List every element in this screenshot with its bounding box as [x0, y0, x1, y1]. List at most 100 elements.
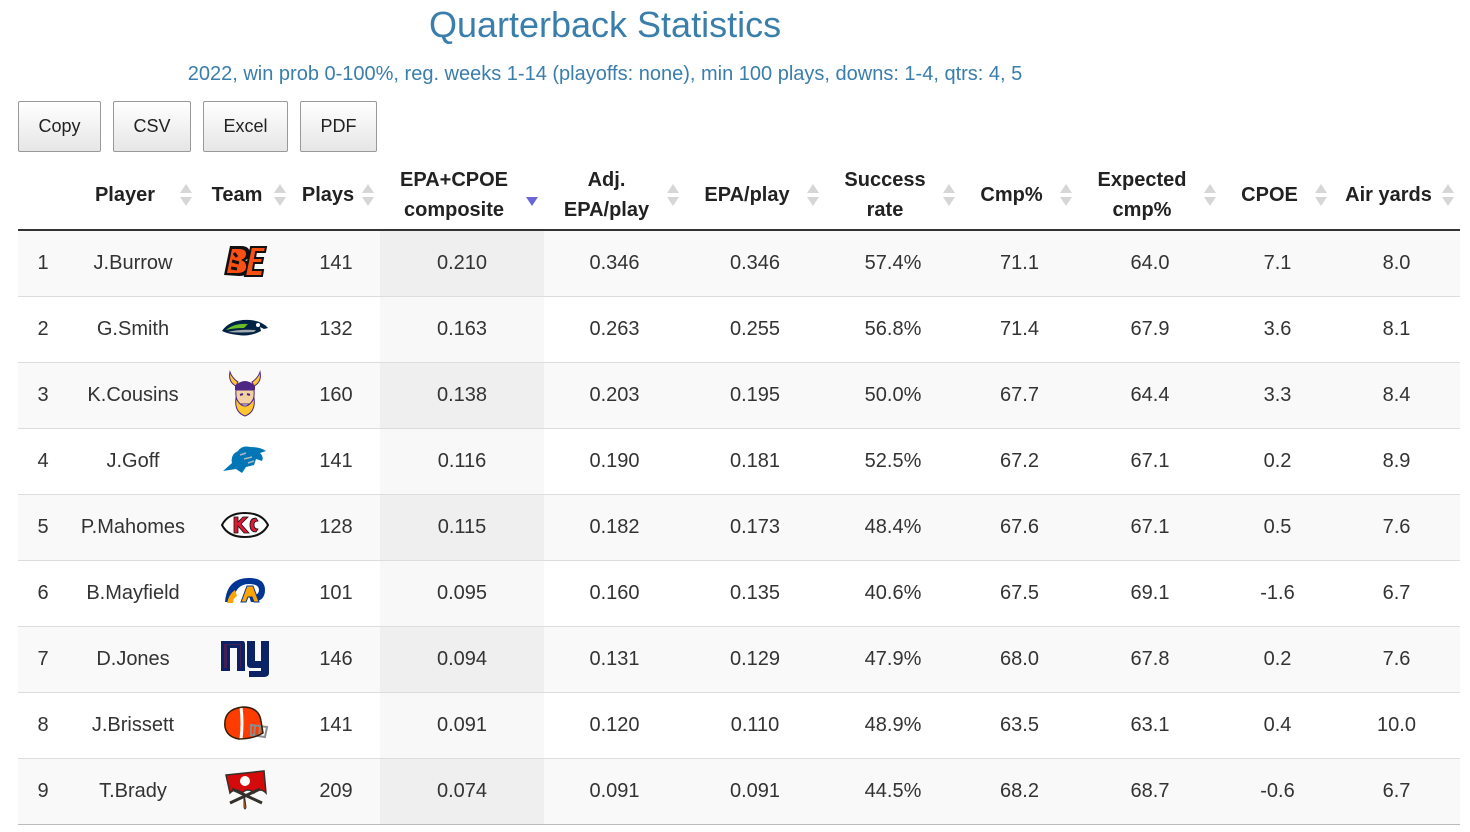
team-cell — [198, 494, 292, 561]
excel-button[interactable]: Excel — [203, 101, 288, 152]
table-row[interactable]: 6 B.Mayfield 101 0.095 0.160 0.135 40.6% 67.5 69… — [18, 560, 1460, 627]
cell-composite: 0.210 — [380, 230, 544, 297]
cell-cpoe: 0.4 — [1222, 692, 1333, 759]
table-row[interactable]: 4 J.Goff 141 0.116 0.190 0.181 52.5% 67.2 67.1 0.… — [18, 428, 1460, 495]
cell-player: J.Burrow — [68, 230, 198, 297]
pdf-button[interactable]: PDF — [300, 101, 377, 152]
cell-cmp: 68.0 — [961, 626, 1078, 693]
cell-air: 8.4 — [1333, 362, 1460, 429]
cell-plays: 132 — [292, 296, 380, 363]
qb-stats-table: Player Team Plays EPA+CPOE composite Adj… — [18, 160, 1460, 825]
table-row[interactable]: 2 G.Smith 132 0.163 0.263 0.255 56.8% 71.4 67.9 3… — [18, 296, 1460, 363]
copy-button[interactable]: Copy — [18, 101, 101, 152]
column-header-label: Expected cmp% — [1097, 168, 1187, 221]
cell-composite: 0.163 — [380, 296, 544, 363]
cell-adj-epa: 0.160 — [544, 560, 685, 627]
sort-arrows-icon — [1442, 182, 1454, 208]
team-cell — [198, 626, 292, 693]
column-header-label: EPA+CPOE composite — [400, 168, 508, 221]
column-header-player[interactable]: Player — [68, 160, 198, 231]
sort-arrows-icon — [274, 182, 286, 208]
sort-arrows-icon — [1060, 182, 1072, 208]
table-row[interactable]: 3 K.Cousins 160 0.138 0.203 0.195 50.0% 67.7 64.… — [18, 362, 1460, 429]
column-header-label: Success rate — [844, 168, 926, 221]
column-header-label: EPA/play — [704, 183, 790, 206]
cell-xcmp: 67.9 — [1078, 296, 1222, 363]
cell-rank: 6 — [18, 560, 68, 627]
cell-player: B.Mayfield — [68, 560, 198, 627]
cell-cmp: 63.5 — [961, 692, 1078, 759]
csv-button[interactable]: CSV — [113, 101, 191, 152]
cell-cpoe: -1.6 — [1222, 560, 1333, 627]
cell-epa: 0.129 — [685, 626, 825, 693]
cell-adj-epa: 0.346 — [544, 230, 685, 297]
cell-success: 48.4% — [825, 494, 961, 561]
cell-epa: 0.110 — [685, 692, 825, 759]
cell-rank: 3 — [18, 362, 68, 429]
cell-composite: 0.095 — [380, 560, 544, 627]
column-header-label: CPOE — [1241, 183, 1298, 206]
cell-xcmp: 67.8 — [1078, 626, 1222, 693]
cell-cmp: 67.7 — [961, 362, 1078, 429]
lions-logo-icon — [220, 441, 270, 477]
cell-air: 7.6 — [1333, 494, 1460, 561]
column-header-label: Team — [211, 183, 263, 206]
cell-rank: 8 — [18, 692, 68, 759]
cell-xcmp: 64.0 — [1078, 230, 1222, 297]
cell-adj-epa: 0.120 — [544, 692, 685, 759]
cell-rank: 4 — [18, 428, 68, 495]
table-row[interactable]: 1 J.Burrow 141 0.210 0.346 0.346 57.4% 71.1 64.0… — [18, 230, 1460, 297]
team-cell — [198, 758, 292, 825]
cell-success: 57.4% — [825, 230, 961, 297]
cell-composite: 0.115 — [380, 494, 544, 561]
bengals-logo-icon — [221, 243, 269, 279]
column-header-plays[interactable]: Plays — [292, 160, 380, 231]
cell-air: 7.6 — [1333, 626, 1460, 693]
cell-cmp: 68.2 — [961, 758, 1078, 825]
cell-air: 6.7 — [1333, 560, 1460, 627]
cell-player: J.Brissett — [68, 692, 198, 759]
table-row[interactable]: 9 T.Brady 209 0.074 0.091 0.091 44.5% 68.2 68.7-… — [18, 758, 1460, 825]
sort-arrows-icon — [807, 182, 819, 208]
cell-cpoe: 0.2 — [1222, 626, 1333, 693]
page-title: Quarterback Statistics — [428, 4, 782, 45]
cell-xcmp: 67.1 — [1078, 494, 1222, 561]
cell-plays: 141 — [292, 692, 380, 759]
column-header-team[interactable]: Team — [198, 160, 292, 231]
column-header-adj-epa[interactable]: Adj. EPA/play — [544, 160, 685, 231]
cell-player: P.Mahomes — [68, 494, 198, 561]
chiefs-logo-icon — [220, 509, 270, 541]
column-header-success[interactable]: Success rate — [825, 160, 961, 231]
cell-air: 8.0 — [1333, 230, 1460, 297]
cell-adj-epa: 0.182 — [544, 494, 685, 561]
column-header-label: Player — [94, 183, 156, 206]
table-row[interactable]: 5 P.Mahomes 128 0.115 0.182 0.173 48.4% 67.6 67.… — [18, 494, 1460, 561]
column-header-label: Plays — [301, 183, 355, 206]
cell-plays: 160 — [292, 362, 380, 429]
team-cell — [198, 692, 292, 759]
table-row[interactable]: 8 J.Brissett 141 0.091 0.120 0.110 48.9% 63.5 63… — [18, 692, 1460, 759]
column-header-cpoe[interactable]: CPOE — [1222, 160, 1333, 231]
cell-adj-epa: 0.263 — [544, 296, 685, 363]
cell-composite: 0.074 — [380, 758, 544, 825]
cell-adj-epa: 0.131 — [544, 626, 685, 693]
team-cell — [198, 560, 292, 627]
cell-rank: 2 — [18, 296, 68, 363]
sort-arrows-icon — [1315, 182, 1327, 208]
column-header-air[interactable]: Air yards — [1333, 160, 1460, 231]
column-header-xcmp[interactable]: Expected cmp% — [1078, 160, 1222, 231]
column-header-label: Adj. EPA/play — [563, 168, 650, 221]
column-header-cmp[interactable]: Cmp% — [961, 160, 1078, 231]
column-header-epa[interactable]: EPA/play — [685, 160, 825, 231]
cell-epa: 0.195 — [685, 362, 825, 429]
table-row[interactable]: 7 D.Jones 146 0.094 0.131 0.129 47.9% 68.0 67.8 0… — [18, 626, 1460, 693]
cell-xcmp: 64.4 — [1078, 362, 1222, 429]
sort-arrows-icon — [362, 182, 374, 208]
cell-cmp: 71.1 — [961, 230, 1078, 297]
cell-composite: 0.091 — [380, 692, 544, 759]
column-header-label: Cmp% — [980, 183, 1043, 206]
cell-cpoe: 7.1 — [1222, 230, 1333, 297]
cell-player: J.Goff — [68, 428, 198, 495]
cell-rank: 5 — [18, 494, 68, 561]
column-header-composite[interactable]: EPA+CPOE composite — [380, 160, 544, 231]
